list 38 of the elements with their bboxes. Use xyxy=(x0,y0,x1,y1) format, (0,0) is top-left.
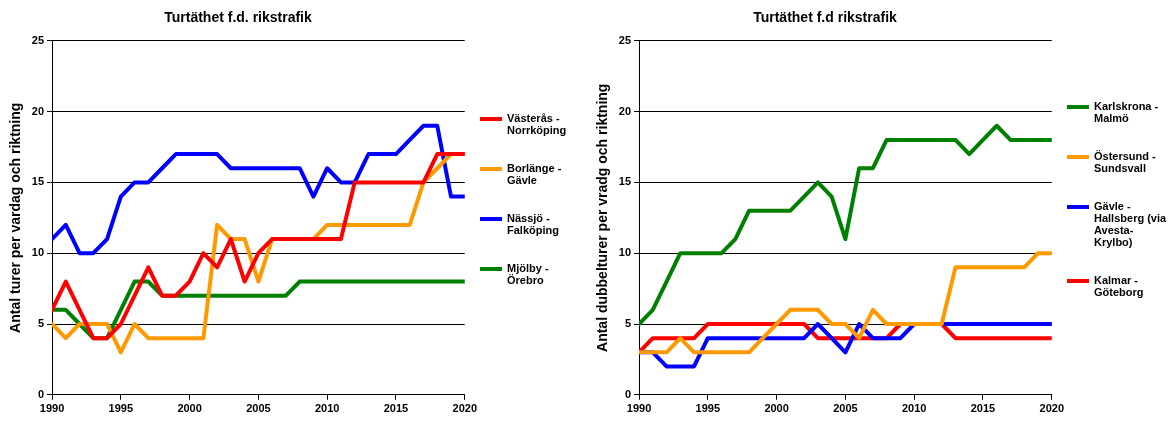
x-tick-label: 2000 xyxy=(764,402,789,415)
y-tick-label: 0 xyxy=(624,387,632,400)
x-tick-label: 2010 xyxy=(314,402,340,415)
legend-label: Karlskrona - Malmö xyxy=(1094,99,1160,124)
y-tick-label: 25 xyxy=(31,33,45,46)
legend-label: Kalmar - Göteborg xyxy=(1094,273,1145,298)
y-tick-label: 20 xyxy=(618,104,632,117)
y-axis-title: Antal turer per vardag och riktning xyxy=(7,102,24,333)
x-tick-label: 2000 xyxy=(177,402,202,415)
x-tick-label: 2020 xyxy=(1039,402,1065,415)
y-tick-label: 20 xyxy=(31,104,45,117)
y-tick-label: 10 xyxy=(618,246,632,259)
legend-label: Mjölby - Örebro xyxy=(507,261,550,286)
y-tick-label: 10 xyxy=(31,246,45,259)
chart-title: Turtäthet f.d. rikstrafik xyxy=(164,9,312,26)
y-tick-label: 0 xyxy=(37,387,45,400)
legend-label: Västerås - Norrköping xyxy=(507,111,568,136)
x-tick-label: 2015 xyxy=(970,402,996,415)
x-tick-label: 1995 xyxy=(108,402,134,415)
legend-label: Gävle - Hallsberg (via Avesta-Krylbo) xyxy=(1094,199,1167,248)
y-tick-label: 25 xyxy=(618,33,632,46)
x-tick-label: 2005 xyxy=(833,402,858,415)
x-tick-label: 2015 xyxy=(383,402,409,415)
legend-label: Borlänge - Gävle xyxy=(507,161,563,186)
x-tick-label: 1995 xyxy=(695,402,721,415)
y-tick-label: 5 xyxy=(624,317,632,330)
x-tick-label: 2010 xyxy=(901,402,927,415)
y-tick-label: 15 xyxy=(31,175,45,188)
x-tick-label: 2020 xyxy=(452,402,478,415)
y-tick-label: 15 xyxy=(618,175,632,188)
legend-label: Nässjö - Falköping xyxy=(507,211,560,236)
y-axis-title: Antal dubbelturer per vradg och riktning xyxy=(594,83,611,352)
legend-label: Östersund - Sundsvall xyxy=(1094,149,1157,174)
y-tick-label: 5 xyxy=(37,317,45,330)
x-tick-label: 2005 xyxy=(246,402,271,415)
x-tick-label: 1990 xyxy=(626,402,652,415)
x-tick-label: 1990 xyxy=(39,402,65,415)
chart-title: Turtäthet f.d rikstrafik xyxy=(753,9,898,26)
